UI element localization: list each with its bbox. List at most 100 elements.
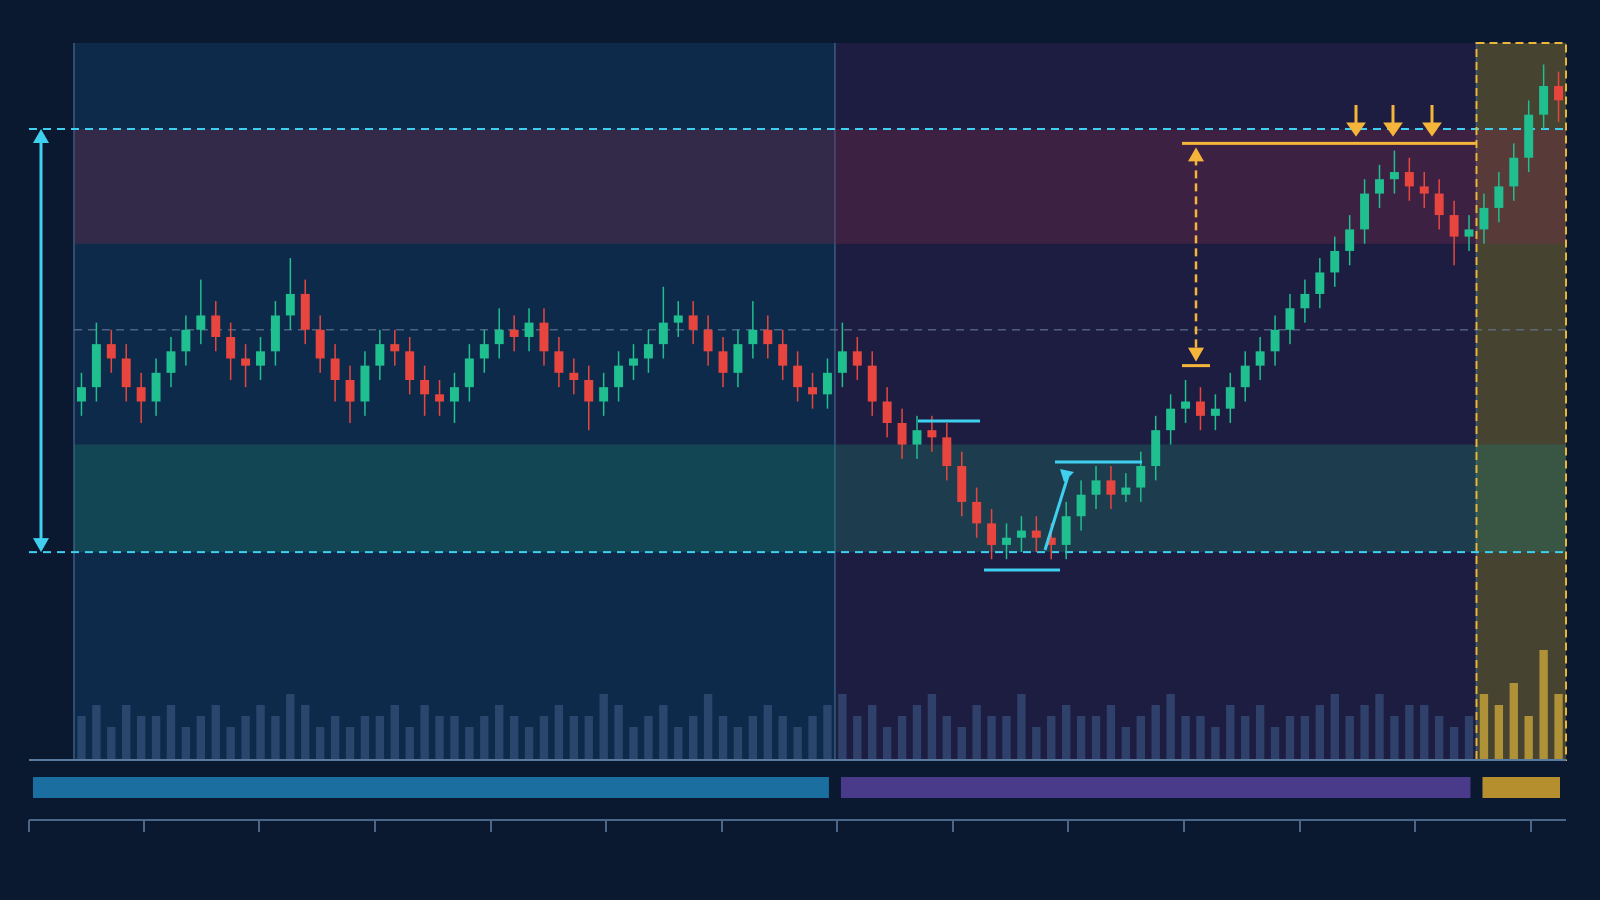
candle-body: [629, 358, 638, 366]
reference-lines: [29, 128, 1566, 554]
candles: [76, 64, 1564, 560]
volume-bar: [286, 694, 295, 760]
candle-body: [1076, 494, 1086, 517]
volume-bar: [1136, 716, 1145, 760]
candle-body: [449, 387, 459, 402]
volume-bar: [405, 727, 414, 760]
volume-bar: [226, 727, 235, 760]
arrow-head: [1188, 347, 1204, 362]
candle-body: [748, 329, 758, 345]
volume-bar: [1002, 716, 1011, 760]
candle-body: [987, 523, 997, 545]
candle-body: [1166, 408, 1176, 431]
volume-bar: [166, 705, 176, 760]
volume-bar: [629, 727, 638, 760]
volume-bar: [271, 716, 280, 760]
arrow-head: [1422, 122, 1442, 137]
volume-bar: [1091, 716, 1101, 760]
candle-body: [897, 423, 907, 445]
volume-bar: [524, 727, 534, 760]
volume-bar: [122, 705, 131, 760]
volume-bar: [435, 716, 444, 760]
volume-bar: [1360, 705, 1369, 760]
candle-body: [479, 344, 489, 359]
candle-body: [1002, 537, 1011, 545]
candle-body: [554, 351, 564, 373]
volume-bar: [1330, 694, 1339, 760]
volume-bar: [659, 705, 668, 760]
volume-bar: [509, 716, 519, 760]
volume-bar: [1524, 716, 1533, 760]
arrow-head: [1060, 469, 1074, 482]
volume-bar: [1241, 716, 1250, 760]
candle-body: [1389, 172, 1399, 180]
volume-bar: [1375, 694, 1384, 760]
candle-body: [285, 293, 295, 316]
candle-body: [151, 372, 161, 402]
volume-bar: [211, 705, 220, 760]
volume-bar: [554, 705, 564, 760]
phase-region: [834, 43, 1477, 760]
volume-bar: [1106, 705, 1116, 760]
candle-body: [599, 387, 609, 402]
candle-body: [435, 394, 445, 402]
volume-bar: [689, 716, 698, 760]
candle-body: [1121, 487, 1131, 495]
volume-bar: [465, 727, 474, 760]
volume-bar: [718, 716, 728, 760]
volume-bar: [1181, 716, 1190, 760]
candle-body: [1225, 387, 1235, 409]
candle-body: [509, 329, 519, 337]
candle-body: [1136, 466, 1146, 488]
candle-body: [1539, 86, 1549, 115]
candle-body: [718, 351, 728, 373]
volume-bar: [1494, 705, 1504, 760]
volume-bar: [927, 694, 937, 760]
volume-bar: [942, 716, 951, 760]
volume-bar: [808, 716, 817, 760]
volume-bar: [301, 705, 310, 760]
volume-bar: [1554, 694, 1563, 760]
candle-body: [643, 344, 653, 359]
candle-body: [733, 344, 743, 373]
volume-bar: [853, 716, 862, 760]
volume-bar: [1255, 705, 1265, 760]
candle-body: [793, 365, 803, 388]
arrow-head: [1188, 147, 1204, 162]
phase-bar: [33, 777, 829, 798]
candle-body: [763, 329, 773, 345]
volume-bar: [539, 716, 549, 760]
volume-bar: [912, 705, 922, 760]
volume-bar: [763, 705, 772, 760]
volume-bar: [1420, 705, 1429, 760]
candle-body: [942, 437, 952, 467]
volume-bar: [1121, 727, 1131, 760]
candle-body: [1210, 408, 1220, 416]
volume-bar: [1196, 716, 1205, 760]
volume-bar: [897, 716, 907, 760]
volume-bar: [957, 727, 966, 760]
volume-bar: [1017, 694, 1026, 760]
candle-body: [822, 372, 832, 395]
candle-body: [226, 336, 236, 359]
candle-body: [360, 365, 370, 402]
candle-body: [375, 344, 385, 366]
volume-bar: [241, 716, 250, 760]
volume-bar: [1285, 716, 1295, 760]
candle-body: [390, 344, 400, 352]
candle-body: [270, 315, 280, 352]
candle-body: [315, 329, 325, 359]
volume-bar: [1032, 727, 1041, 760]
arrow-head: [33, 129, 49, 144]
candle-body: [688, 315, 698, 330]
volume-bar: [778, 716, 787, 760]
candle-body: [121, 358, 131, 388]
volume-bar: [1062, 705, 1071, 760]
candle-body: [524, 322, 534, 337]
candle-body: [1031, 530, 1041, 538]
volume-bar: [748, 716, 758, 760]
volume-bar: [599, 694, 608, 760]
volume-bar: [569, 716, 578, 760]
volume-bar: [644, 716, 653, 760]
candle-body: [852, 351, 862, 366]
